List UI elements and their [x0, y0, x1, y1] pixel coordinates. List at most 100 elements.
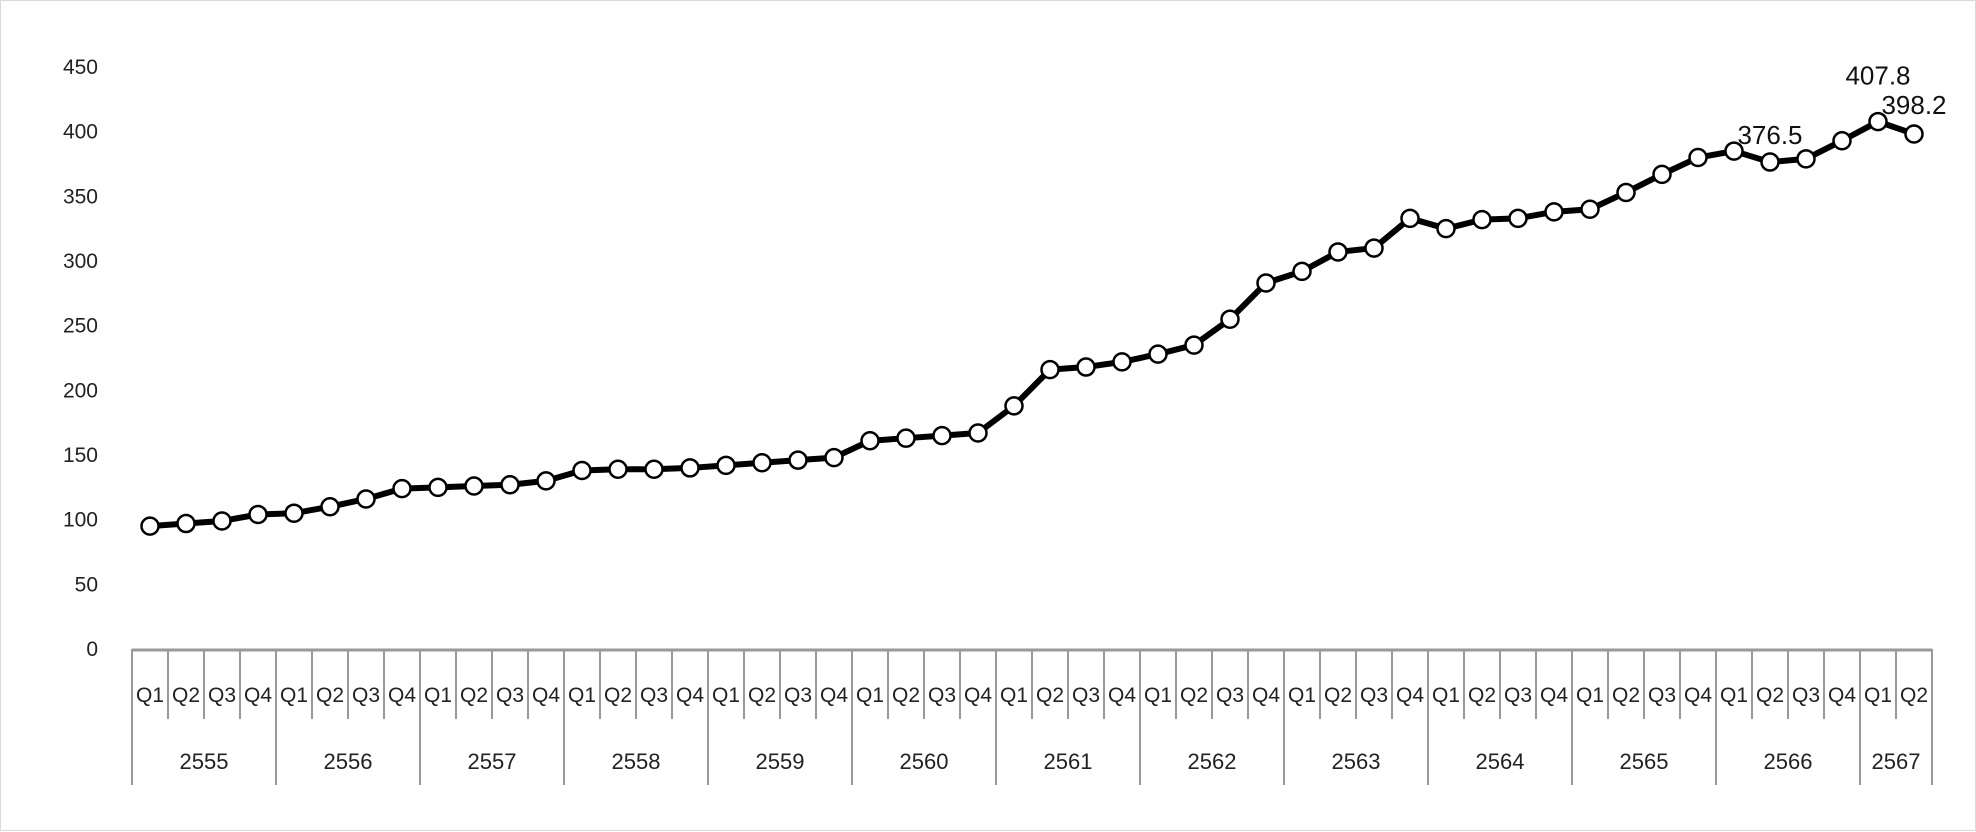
year-tick-label: 2559 [756, 749, 805, 774]
data-point [860, 431, 880, 451]
data-point [1328, 242, 1348, 262]
data-point [644, 459, 664, 479]
data-point [1400, 208, 1420, 229]
data-point [1760, 152, 1780, 172]
data-point [1616, 182, 1636, 203]
quarter-tick-label: Q4 [964, 684, 992, 707]
quarter-tick-label: Q4 [1252, 684, 1280, 707]
data-point [968, 423, 988, 443]
quarter-tick-label: Q2 [748, 684, 776, 707]
quarter-tick-label: Q2 [1612, 684, 1640, 707]
y-tick-label: 150 [63, 444, 98, 467]
quarter-tick-label: Q4 [1540, 684, 1568, 707]
year-tick-label: 2556 [324, 749, 373, 774]
data-label: 407.8 [1845, 61, 1910, 91]
quarter-tick-label: Q3 [1216, 684, 1244, 707]
quarter-tick-label: Q1 [1864, 684, 1892, 707]
quarter-tick-label: Q4 [1396, 684, 1424, 707]
quarter-tick-label: Q2 [1900, 684, 1928, 707]
quarter-tick-label: Q1 [424, 684, 452, 707]
data-point [500, 474, 520, 495]
data-point [1184, 335, 1204, 355]
y-tick-label: 0 [86, 638, 98, 661]
quarter-tick-label: Q4 [244, 684, 272, 707]
quarter-tick-label: Q2 [1756, 684, 1784, 707]
quarter-tick-label: Q3 [352, 684, 380, 707]
quarter-tick-label: Q1 [1144, 684, 1172, 707]
data-label: 398.2 [1881, 90, 1946, 120]
data-point [1724, 141, 1744, 161]
data-point [1112, 352, 1132, 372]
data-point [896, 428, 916, 448]
data-point [176, 513, 196, 534]
data-point [284, 503, 304, 523]
quarter-tick-label: Q2 [1180, 684, 1208, 707]
quarter-tick-label: Q1 [568, 684, 596, 707]
year-tick-label: 2563 [1332, 749, 1381, 774]
year-tick-label: 2561 [1044, 749, 1093, 774]
data-point [1076, 357, 1096, 377]
data-point [1868, 111, 1888, 132]
quarter-tick-label: Q4 [1108, 684, 1136, 707]
year-tick-label: 2564 [1476, 749, 1525, 774]
quarter-tick-label: Q2 [1468, 684, 1496, 707]
data-point [572, 460, 592, 481]
quarter-tick-label: Q4 [532, 684, 560, 707]
data-point [1832, 130, 1852, 151]
year-tick-label: 2558 [612, 749, 661, 774]
y-tick-label: 300 [63, 250, 98, 273]
quarter-tick-label: Q1 [856, 684, 884, 707]
data-point [1364, 238, 1384, 258]
quarter-tick-label: Q1 [1432, 684, 1460, 707]
quarter-tick-label: Q2 [604, 684, 632, 707]
quarter-tick-label: Q3 [640, 684, 668, 707]
quarter-tick-label: Q1 [1720, 684, 1748, 707]
data-point [1040, 359, 1060, 380]
data-point [680, 458, 700, 478]
data-point [392, 478, 412, 499]
year-tick-label: 2565 [1620, 749, 1669, 774]
quarter-tick-label: Q2 [172, 684, 200, 707]
quarter-tick-label: Q2 [460, 684, 488, 707]
data-point [1292, 261, 1312, 282]
y-tick-label: 50 [75, 573, 98, 596]
y-tick-label: 450 [63, 56, 98, 79]
data-label: 376.5 [1737, 120, 1802, 150]
data-point [1508, 208, 1528, 229]
quarter-tick-label: Q1 [1000, 684, 1028, 707]
quarter-tick-label: Q3 [784, 684, 812, 707]
quarter-tick-label: Q1 [1576, 684, 1604, 707]
data-point [212, 511, 232, 531]
series-path [149, 118, 1915, 530]
quarter-tick-label: Q4 [388, 684, 416, 707]
quarter-tick-label: Q2 [316, 684, 344, 707]
data-point [608, 459, 628, 479]
x-axis: Q1 Q2 Q3 Q4 2555 Q1 Q2 Q3 Q4 2556 Q1 Q2 Q3 Q4 2557 Q1 Q2… [131, 648, 1933, 785]
y-tick-label: 200 [63, 379, 98, 402]
quarter-tick-label: Q1 [136, 684, 164, 707]
quarter-tick-label: Q3 [208, 684, 236, 707]
quarter-tick-label: Q3 [1072, 684, 1100, 707]
year-tick-label: 2566 [1764, 749, 1813, 774]
data-point [788, 450, 808, 470]
data-point [248, 504, 268, 525]
data-point [1580, 199, 1600, 220]
data-point [140, 516, 160, 536]
quarter-tick-label: Q4 [676, 684, 704, 707]
data-point [1904, 124, 1924, 144]
year-tick-label: 2555 [180, 749, 229, 774]
data-point [1472, 209, 1492, 230]
y-tick-label: 100 [63, 509, 98, 532]
year-tick-label: 2557 [468, 749, 517, 774]
quarter-tick-label: Q3 [1360, 684, 1388, 707]
data-point [716, 455, 736, 476]
data-point [1220, 309, 1240, 329]
quarter-tick-label: Q4 [1684, 684, 1712, 707]
quarter-tick-label: Q1 [712, 684, 740, 707]
y-tick-label: 400 [63, 121, 98, 144]
quarter-tick-label: Q3 [496, 684, 524, 707]
year-tick-label: 2562 [1188, 749, 1237, 774]
quarter-tick-label: Q1 [1288, 684, 1316, 707]
